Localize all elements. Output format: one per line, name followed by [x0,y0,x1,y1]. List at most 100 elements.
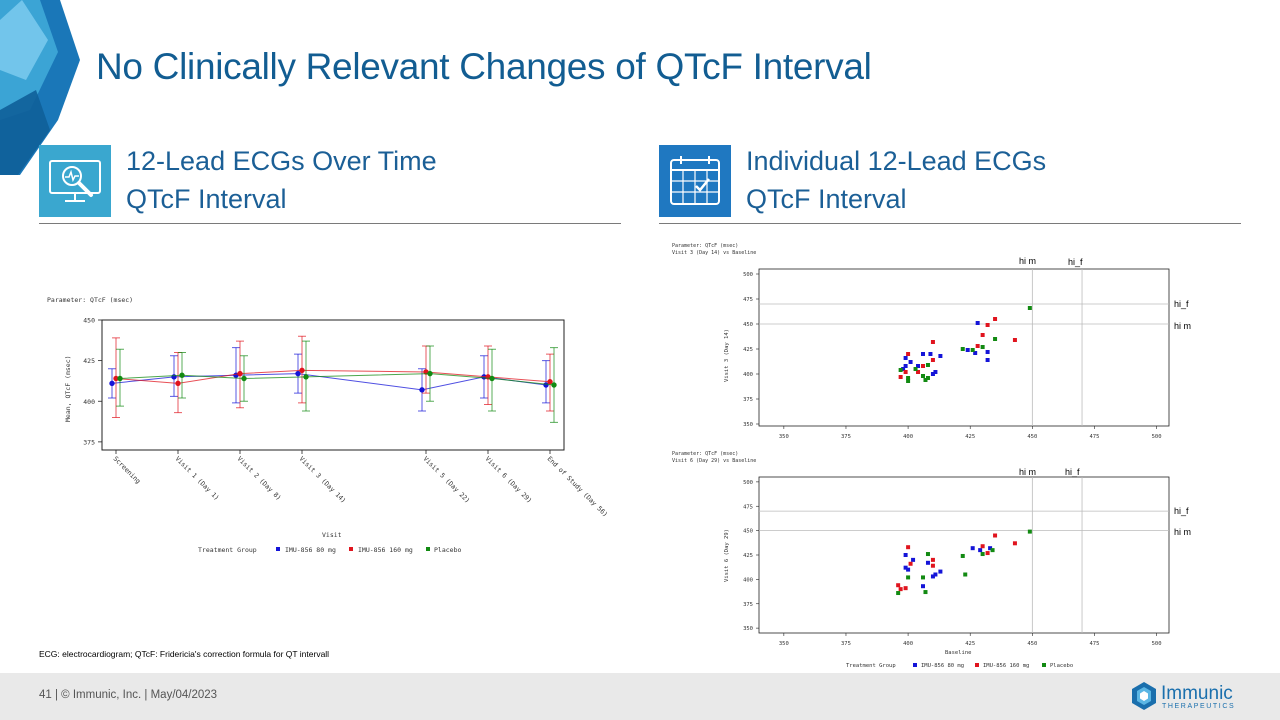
scatter-point [963,572,968,577]
scatter2-anno-top-left: hi m [1019,467,1037,477]
scatter-point [921,364,925,368]
legend-label-placebo: Placebo [434,546,461,554]
x-tick-label: 400 [903,434,913,440]
scatter-point [908,561,913,566]
scatter-point [990,548,995,553]
scatter-point [985,358,990,362]
legend-swatch-160mg [349,547,353,551]
y-tick-label: 350 [743,626,753,632]
scatter-point [960,347,965,351]
scatter2-legend-swatch-160mg [975,663,979,667]
scatter-point [898,587,903,592]
x-tick-label: 375 [841,434,851,440]
left-section-title: 12-Lead ECGs Over Time QTcF Interval [126,142,437,218]
right-title-line2: QTcF Interval [746,184,907,214]
scatter2-points [896,529,1032,596]
scatter-point [906,567,911,572]
scatter2-anno-top-right: hi_f [1065,467,1080,477]
scatter-point [965,348,970,352]
scatter-point [1012,338,1017,342]
scatter-point [916,370,921,374]
data-point [427,370,433,377]
scatter-point [906,545,911,550]
scatter2-legend: Treatment Group IMU-856 80 mg IMU-856 16… [846,663,1073,669]
scatter-point [908,360,913,364]
scatter-point [925,560,930,565]
scatter-point [921,575,925,580]
scatter-point [896,583,901,588]
scatter-point [985,350,990,354]
scatter-point [911,557,916,562]
x-tick-label: 450 [1027,434,1037,440]
scatter-point [898,368,903,372]
scatter-point [896,591,901,596]
scatter-point [930,358,935,362]
scatter2-legend-80mg: IMU-856 80 mg [921,663,964,669]
scatter-point [975,321,980,325]
scatter-point [973,351,978,355]
data-point [295,370,301,377]
scatter-point [930,574,935,579]
x-tick-label: 475 [1089,641,1099,647]
scatter-point [980,333,985,337]
y-tick-label: 500 [743,480,753,486]
x-tick-label: Visit 2 (Day 8) [236,455,283,502]
data-point [551,382,557,388]
scatter-point [933,370,938,374]
y-tick-label: 425 [743,553,753,559]
scatter2-legend-160mg: IMU-856 160 mg [983,663,1029,669]
scatter-point [913,367,918,371]
scatter-point [925,363,930,367]
x-tick-label: 475 [1089,434,1099,440]
data-point [489,375,495,382]
scatter-point [970,546,975,551]
scatter-point [938,354,943,358]
left-title-line2: QTcF Interval [126,184,287,214]
scatter2-header2: Visit 6 (Day 29) vs Baseline [672,458,756,464]
scatter-point [901,367,906,371]
scatter-point [903,370,908,374]
scatter-point [898,375,903,379]
left-divider [39,223,621,224]
y-tick-label: 450 [83,317,95,325]
scatter1-anno-top-right: hi_f [1068,257,1083,267]
data-point [547,379,553,385]
y-tick-label: 400 [743,372,753,378]
x-tick-label: Visit 6 (Day 29) [484,455,534,505]
scatter-point [1012,541,1017,546]
y-tick-label: 375 [743,602,753,608]
footer-band [0,673,1280,720]
chart-left-y-ticks: 375 400 425 450 [83,317,102,446]
scatter-point [978,548,983,553]
x-tick-label: 500 [1152,434,1162,440]
y-tick-label: 400 [83,398,95,406]
scatter2-legend-swatch-placebo [1042,663,1046,667]
scatter-point [980,552,985,557]
scatter-point [930,372,935,376]
scatter1-anno-right-lower: hi m [1174,321,1192,331]
scatter-point [975,344,980,348]
y-tick-label: 450 [743,529,753,535]
chart-left-xlabel: Visit [322,531,342,539]
scatter-point [923,378,928,382]
scatter-point [993,533,998,538]
scatter1-header2: Visit 3 (Day 14) vs Baseline [672,250,756,256]
scatter-point [930,340,935,344]
scatter2-reference-lines [759,477,1169,633]
scatter-point [923,590,928,595]
chart-left-x-ticks: Screening Visit 1 (Day 1) Visit 2 (Day 8) V… [112,450,609,519]
data-point [299,367,305,374]
scatter-point [906,379,911,383]
data-point [241,375,247,382]
y-tick-label: 425 [83,357,95,365]
x-tick-label: 400 [903,641,913,647]
y-tick-label: 425 [743,347,753,353]
data-point [117,375,123,382]
scatter-point [988,546,993,551]
x-tick-label: 425 [965,434,975,440]
scatter-point [930,563,935,568]
data-point [175,380,181,387]
scatter1-ylabel: Visit 3 (Day 14) [724,329,730,382]
scatter-point [930,557,935,562]
chart-left-ylabel: Mean, QTcF (msec) [64,355,72,422]
